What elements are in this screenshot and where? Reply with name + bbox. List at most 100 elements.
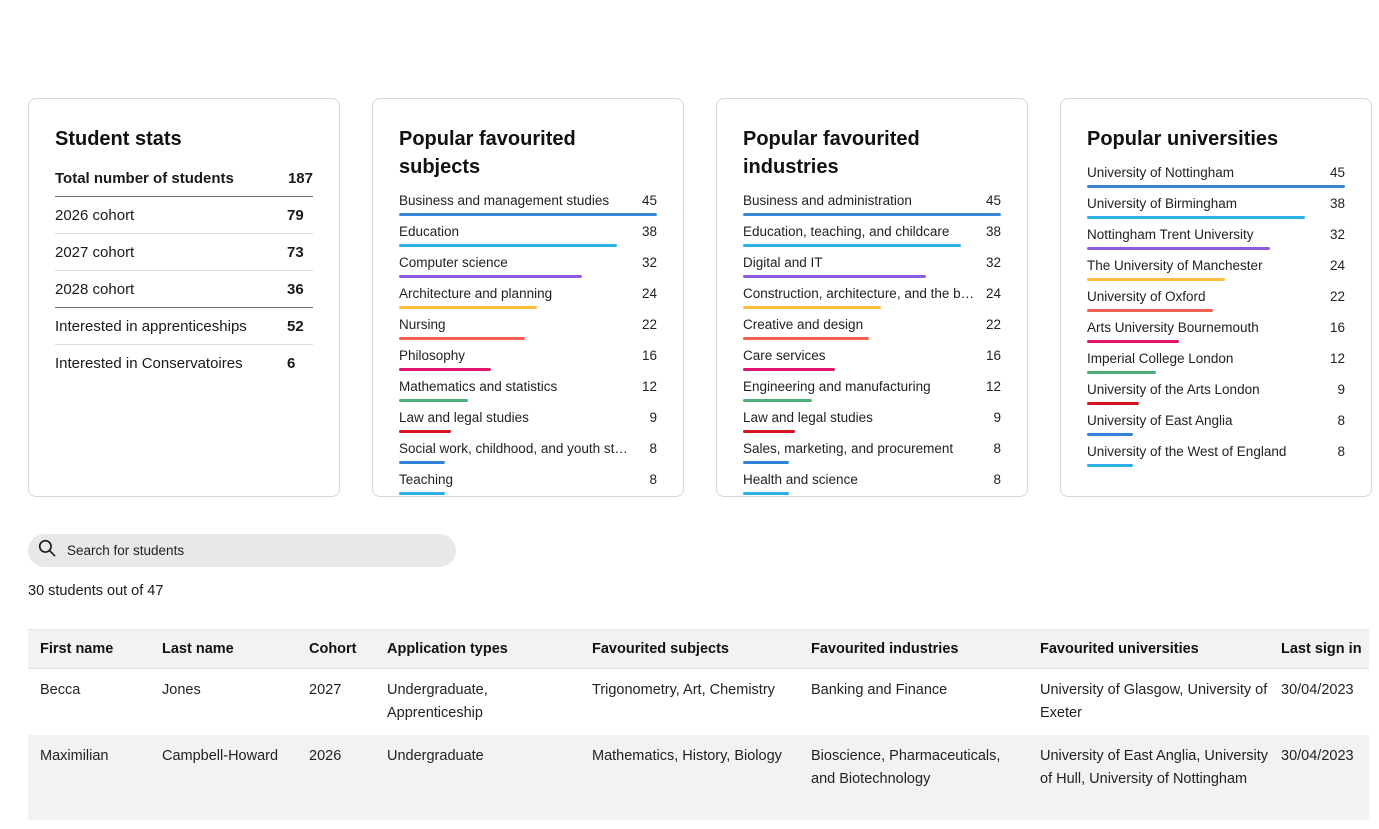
column-header-cohort[interactable]: Cohort	[309, 641, 357, 657]
bar-value: 24	[985, 286, 1001, 301]
bar-label: Construction, architecture, and the bu…	[743, 286, 975, 301]
cell-favourited-industries: Bioscience, Pharmaceuticals, and Biotech…	[811, 748, 1001, 787]
bar-label: Engineering and manufacturing	[743, 379, 931, 394]
cell-application-types: Undergraduate, Apprenticeship	[387, 682, 488, 721]
cell-cohort: 2027	[309, 682, 342, 698]
stat-label: 2027 cohort	[55, 243, 135, 261]
bar-item: Nursing 22	[399, 313, 657, 344]
bar-fill	[743, 213, 1001, 216]
bar-fill	[1087, 433, 1133, 436]
bar-fill	[399, 275, 583, 278]
bar-fill	[1087, 402, 1139, 405]
bar-fill	[743, 275, 927, 278]
student-stats-card: Student stats Total number of students 1…	[28, 98, 340, 497]
bar-label: The University of Manchester	[1087, 258, 1263, 273]
bar-list: University of Nottingham 45 University of …	[1087, 161, 1345, 471]
column-header-favourited-universities[interactable]: Favourited universities	[1040, 641, 1199, 657]
cell-application-types: Undergraduate	[387, 748, 484, 764]
bar-fill	[743, 399, 812, 402]
bar-value: 24	[1329, 258, 1345, 273]
bar-fill	[399, 430, 451, 433]
bar-label: University of the West of England	[1087, 444, 1287, 459]
bar-value: 38	[1329, 196, 1345, 211]
cell-first-name: Maximilian	[40, 748, 109, 764]
bar-label: Social work, childhood, and youth stud…	[399, 441, 631, 456]
bar-label: Nursing	[399, 317, 446, 332]
popular-subjects-card: Popular favourited subjects Business and…	[372, 98, 684, 497]
bar-item: Law and legal studies 9	[743, 406, 1001, 437]
bar-value: 12	[1329, 351, 1345, 366]
stat-value: 187	[287, 170, 313, 187]
column-header-last-sign-in[interactable]: Last sign in	[1281, 641, 1362, 657]
bar-value: 32	[985, 255, 1001, 270]
bar-label: Care services	[743, 348, 826, 363]
bar-label: Teaching	[399, 472, 454, 487]
bar-fill	[1087, 309, 1214, 312]
bar-list: Business and management studies 45 Educati…	[399, 189, 657, 499]
cell-favourited-subjects: Trigonometry, Art, Chemistry	[592, 682, 775, 698]
stat-label: 2028 cohort	[55, 280, 135, 298]
bar-fill	[743, 337, 870, 340]
bar-value: 8	[993, 472, 1001, 487]
bar-fill	[399, 461, 445, 464]
bar-fill	[399, 244, 617, 247]
bar-item: Sales, marketing, and procurement 8	[743, 437, 1001, 468]
stat-label: Total number of students	[55, 170, 234, 187]
cell-last-sign-in: 30/04/2023	[1281, 682, 1354, 698]
summary-cards: Student stats Total number of students 1…	[28, 98, 1372, 497]
stat-label: Interested in Conservatoires	[55, 355, 243, 372]
bar-item: University of Nottingham 45	[1087, 161, 1345, 192]
bar-item: University of East Anglia 8	[1087, 409, 1345, 440]
stat-row: 2028 cohort 36	[55, 271, 313, 308]
card-title: Popular favourited industries	[743, 128, 920, 178]
bar-label: Nottingham Trent University	[1087, 227, 1254, 242]
bar-item: Creative and design 22	[743, 313, 1001, 344]
bar-item: Education 38	[399, 220, 657, 251]
search-input[interactable]	[67, 543, 447, 558]
column-header-favourited-industries[interactable]: Favourited industries	[811, 641, 959, 657]
bar-value: 38	[985, 224, 1001, 239]
bar-fill	[1087, 371, 1156, 374]
bar-item: University of Oxford 22	[1087, 285, 1345, 316]
bar-fill	[1087, 340, 1179, 343]
bar-label: Philosophy	[399, 348, 466, 363]
column-header-application-types[interactable]: Application types	[387, 641, 508, 657]
bar-label: Computer science	[399, 255, 508, 270]
bar-item: Care services 16	[743, 344, 1001, 375]
bar-label: Sales, marketing, and procurement	[743, 441, 954, 456]
bar-value: 45	[985, 193, 1001, 208]
bar-value: 8	[649, 441, 657, 456]
bar-item: University of the Arts London 9	[1087, 378, 1345, 409]
column-header-favourited-subjects[interactable]: Favourited subjects	[592, 641, 729, 657]
stat-value: 6	[287, 355, 296, 372]
bar-label: University of Oxford	[1087, 289, 1206, 304]
column-header-last-name[interactable]: Last name	[162, 641, 234, 657]
stat-value: 52	[287, 317, 304, 335]
bar-label: Law and legal studies	[399, 410, 529, 425]
card-title: Student stats	[55, 128, 182, 150]
stat-label: Interested in apprenticeships	[55, 317, 247, 335]
stat-row-total: Total number of students 187	[55, 161, 313, 197]
bar-label: Education	[399, 224, 460, 239]
table-row[interactable]: Becca Jones 2027 Undergraduate, Apprenti…	[28, 668, 1369, 735]
bar-value: 45	[641, 193, 657, 208]
bar-value: 38	[641, 224, 657, 239]
table-row[interactable]: Maximilian Campbell-Howard 2026 Undergra…	[28, 735, 1369, 820]
student-search-bar[interactable]	[28, 534, 456, 567]
bar-value: 9	[649, 410, 657, 425]
bar-label: University of the Arts London	[1087, 382, 1260, 397]
bar-label: Digital and IT	[743, 255, 823, 270]
bar-item: University of the West of England 8	[1087, 440, 1345, 471]
bar-label: Imperial College London	[1087, 351, 1234, 366]
bar-label: Business and management studies	[399, 193, 610, 208]
bar-value: 22	[641, 317, 657, 332]
bar-item: University of Birmingham 38	[1087, 192, 1345, 223]
column-header-first-name[interactable]: First name	[40, 641, 114, 657]
bar-value: 8	[649, 472, 657, 487]
bar-fill	[743, 430, 795, 433]
bar-item: Education, teaching, and childcare 38	[743, 220, 1001, 251]
stat-value: 36	[287, 280, 304, 298]
bar-value: 16	[985, 348, 1001, 363]
cell-first-name: Becca	[40, 682, 81, 698]
